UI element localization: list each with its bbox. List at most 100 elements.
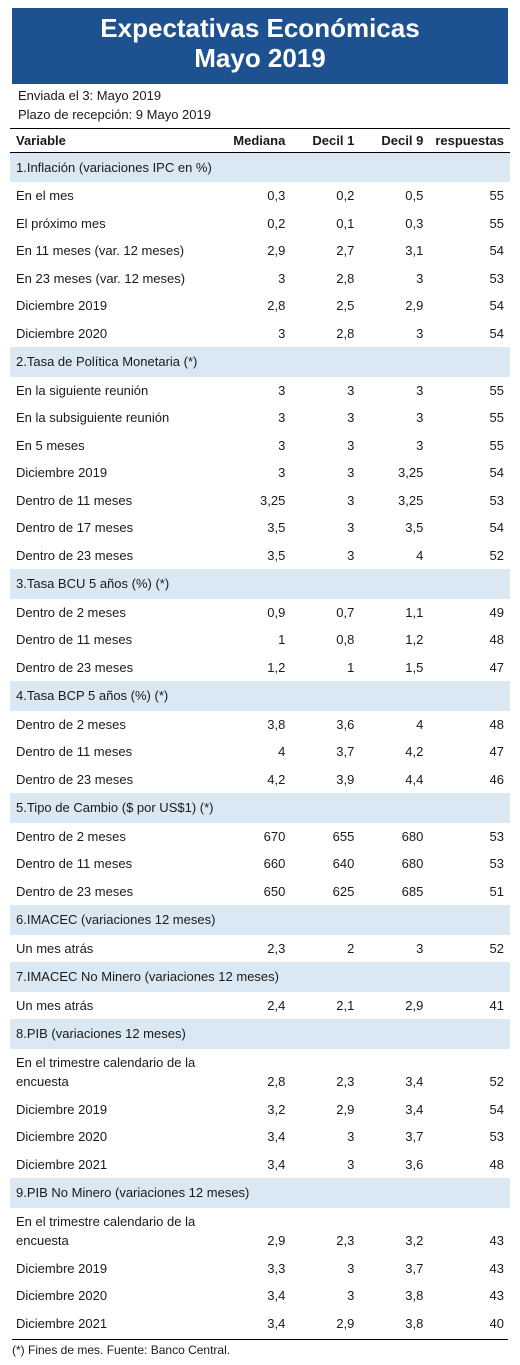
section-title: 2.Tasa de Política Monetaria (*) (10, 347, 510, 377)
table-row: Dentro de 2 meses67065568053 (10, 823, 510, 851)
row-label: Dentro de 2 meses (10, 711, 222, 739)
cell-mediana: 1,2 (222, 654, 292, 682)
cell-decil9: 4,4 (360, 766, 429, 794)
section-header: 9.PIB No Minero (variaciones 12 meses) (10, 1178, 510, 1208)
cell-mediana: 3 (222, 265, 292, 293)
cell-decil9: 1,1 (360, 599, 429, 627)
table-row: En el trimestre calendario de la encuest… (10, 1208, 510, 1255)
cell-decil1: 2,8 (291, 265, 360, 293)
col-mediana: Mediana (222, 128, 292, 152)
cell-decil1: 2,9 (291, 1310, 360, 1338)
cell-decil9: 3,25 (360, 459, 429, 487)
section-header: 6.IMACEC (variaciones 12 meses) (10, 905, 510, 935)
cell-resp: 51 (429, 878, 510, 906)
cell-mediana: 3,5 (222, 514, 292, 542)
section-header: 5.Tipo de Cambio ($ por US$1) (*) (10, 793, 510, 823)
table-row: Dentro de 11 meses10,81,248 (10, 626, 510, 654)
table-row: En el mes0,30,20,555 (10, 182, 510, 210)
row-label: En 23 meses (var. 12 meses) (10, 265, 222, 293)
cell-mediana: 0,2 (222, 210, 292, 238)
survey-table: Variable Mediana Decil 1 Decil 9 respues… (10, 128, 510, 1338)
cell-resp: 54 (429, 237, 510, 265)
table-row: El próximo mes0,20,10,355 (10, 210, 510, 238)
cell-decil1: 2,5 (291, 292, 360, 320)
cell-decil1: 3 (291, 1255, 360, 1283)
cell-resp: 54 (429, 514, 510, 542)
row-label: En el trimestre calendario de la encuest… (10, 1049, 222, 1096)
cell-resp: 48 (429, 1151, 510, 1179)
col-variable: Variable (10, 128, 222, 152)
cell-resp: 55 (429, 210, 510, 238)
table-row: Diciembre 20203,433,753 (10, 1123, 510, 1151)
cell-resp: 43 (429, 1282, 510, 1310)
cell-resp: 48 (429, 626, 510, 654)
table-row: Diciembre 20213,433,648 (10, 1151, 510, 1179)
cell-mediana: 2,8 (222, 292, 292, 320)
row-label: En el trimestre calendario de la encuest… (10, 1208, 222, 1255)
cell-resp: 40 (429, 1310, 510, 1338)
cell-decil1: 2,3 (291, 1049, 360, 1096)
table-row: Dentro de 11 meses66064068053 (10, 850, 510, 878)
cell-resp: 46 (429, 766, 510, 794)
row-label: Diciembre 2020 (10, 1123, 222, 1151)
row-label: En el mes (10, 182, 222, 210)
section-title: 7.IMACEC No Minero (variaciones 12 meses… (10, 962, 510, 992)
section-title: 5.Tipo de Cambio ($ por US$1) (*) (10, 793, 510, 823)
table-row: Dentro de 2 meses3,83,6448 (10, 711, 510, 739)
row-label: Dentro de 23 meses (10, 654, 222, 682)
cell-decil9: 1,5 (360, 654, 429, 682)
cell-decil9: 3,6 (360, 1151, 429, 1179)
cell-mediana: 2,3 (222, 935, 292, 963)
cell-mediana: 2,8 (222, 1049, 292, 1096)
cell-resp: 54 (429, 459, 510, 487)
row-label: Diciembre 2019 (10, 1096, 222, 1124)
table-row: En la siguiente reunión33355 (10, 377, 510, 405)
section-title: 1.Inflación (variaciones IPC en %) (10, 152, 510, 182)
table-row: Dentro de 2 meses0,90,71,149 (10, 599, 510, 627)
table-row: Diciembre 2019333,2554 (10, 459, 510, 487)
cell-decil9: 3 (360, 377, 429, 405)
cell-decil9: 680 (360, 850, 429, 878)
section-title: 8.PIB (variaciones 12 meses) (10, 1019, 510, 1049)
cell-resp: 47 (429, 654, 510, 682)
cell-decil9: 3 (360, 935, 429, 963)
cell-resp: 43 (429, 1208, 510, 1255)
row-label: En 11 meses (var. 12 meses) (10, 237, 222, 265)
cell-resp: 52 (429, 542, 510, 570)
cell-resp: 54 (429, 1096, 510, 1124)
cell-decil9: 0,3 (360, 210, 429, 238)
cell-decil1: 3 (291, 1282, 360, 1310)
cell-decil9: 680 (360, 823, 429, 851)
row-label: En 5 meses (10, 432, 222, 460)
cell-decil1: 0,7 (291, 599, 360, 627)
cell-mediana: 3 (222, 459, 292, 487)
cell-resp: 43 (429, 1255, 510, 1283)
cell-decil9: 3,5 (360, 514, 429, 542)
table-row: En el trimestre calendario de la encuest… (10, 1049, 510, 1096)
table-row: Dentro de 11 meses43,74,247 (10, 738, 510, 766)
row-label: Diciembre 2019 (10, 292, 222, 320)
row-label: El próximo mes (10, 210, 222, 238)
table-row: En 11 meses (var. 12 meses)2,92,73,154 (10, 237, 510, 265)
section-header: 3.Tasa BCU 5 años (%) (*) (10, 569, 510, 599)
cell-mediana: 2,9 (222, 237, 292, 265)
cell-decil1: 3 (291, 377, 360, 405)
cell-resp: 47 (429, 738, 510, 766)
cell-mediana: 0,9 (222, 599, 292, 627)
cell-resp: 53 (429, 265, 510, 293)
cell-decil9: 3,25 (360, 487, 429, 515)
table-row: Diciembre 20193,22,93,454 (10, 1096, 510, 1124)
cell-mediana: 3,5 (222, 542, 292, 570)
cell-decil1: 2,3 (291, 1208, 360, 1255)
col-decil1: Decil 1 (291, 128, 360, 152)
cell-decil1: 0,2 (291, 182, 360, 210)
table-row: En 5 meses33355 (10, 432, 510, 460)
row-label: Dentro de 11 meses (10, 738, 222, 766)
cell-decil9: 3 (360, 265, 429, 293)
row-label: Diciembre 2020 (10, 1282, 222, 1310)
cell-resp: 53 (429, 1123, 510, 1151)
row-label: Dentro de 2 meses (10, 823, 222, 851)
table-row: Dentro de 23 meses1,211,547 (10, 654, 510, 682)
cell-decil1: 640 (291, 850, 360, 878)
cell-decil1: 625 (291, 878, 360, 906)
